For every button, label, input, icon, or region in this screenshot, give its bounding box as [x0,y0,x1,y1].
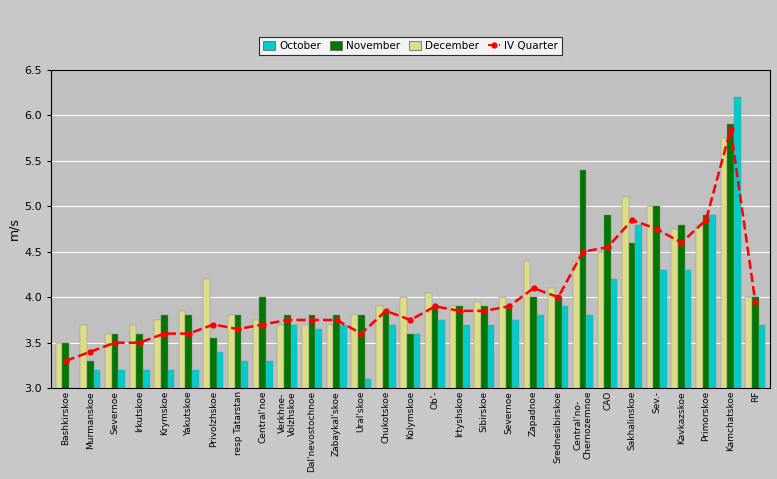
Bar [438,320,445,479]
Bar [678,225,685,479]
Bar [340,324,347,479]
Bar [315,329,322,479]
Bar [734,97,740,479]
Bar [463,324,470,479]
Bar [130,324,136,479]
Bar [56,342,62,479]
Bar [414,333,420,479]
Bar [400,297,407,479]
Bar [555,297,562,479]
Bar [745,297,752,479]
Bar [242,361,248,479]
Bar [407,333,414,479]
Bar [284,315,291,479]
Bar [721,138,727,479]
Bar [562,307,568,479]
Bar [636,225,642,479]
Bar [629,243,636,479]
Bar [136,333,143,479]
Bar [530,297,537,479]
Bar [168,370,174,479]
Bar [80,324,87,479]
Bar [302,324,308,479]
Bar [179,311,186,479]
Bar [154,320,161,479]
Bar [524,261,530,479]
Bar [217,352,224,479]
Bar [105,333,112,479]
Bar [702,216,709,479]
Bar [253,320,260,479]
Bar [192,370,199,479]
Bar [622,197,629,479]
Bar [752,297,758,479]
Legend: October, November, December, IV Quarter: October, November, December, IV Quarter [259,37,563,55]
Bar [389,324,395,479]
Bar [432,307,438,479]
Bar [475,302,481,479]
Bar [425,293,432,479]
Bar [488,324,494,479]
Bar [727,125,734,479]
Bar [266,361,273,479]
Bar [161,315,168,479]
Bar [586,315,593,479]
Bar [709,216,716,479]
Bar [93,370,100,479]
Bar [646,206,653,479]
Bar [62,342,69,479]
Bar [537,315,544,479]
Bar [605,216,611,479]
Bar [308,315,315,479]
Bar [450,307,456,479]
Bar [118,370,125,479]
Bar [210,338,217,479]
Bar [598,252,605,479]
Bar [143,370,149,479]
Bar [758,324,765,479]
Bar [112,333,118,479]
Bar [333,315,340,479]
Bar [376,307,382,479]
Bar [506,307,512,479]
Bar [358,315,364,479]
Bar [204,279,210,479]
Bar [235,315,242,479]
Bar [696,225,702,479]
Bar [685,270,692,479]
Bar [382,311,389,479]
Bar [580,170,586,479]
Bar [277,324,284,479]
Bar [499,297,506,479]
Bar [186,315,192,479]
Bar [291,324,298,479]
Bar [573,261,580,479]
Bar [364,379,371,479]
Bar [671,229,678,479]
Bar [228,315,235,479]
Bar [326,324,333,479]
Bar [456,307,463,479]
Bar [260,297,266,479]
Bar [69,388,75,479]
Bar [481,307,488,479]
Bar [351,315,358,479]
Y-axis label: m/s: m/s [7,217,20,240]
Bar [512,320,519,479]
Bar [87,361,93,479]
Bar [653,206,660,479]
Bar [611,279,618,479]
Bar [660,270,667,479]
Bar [549,288,555,479]
